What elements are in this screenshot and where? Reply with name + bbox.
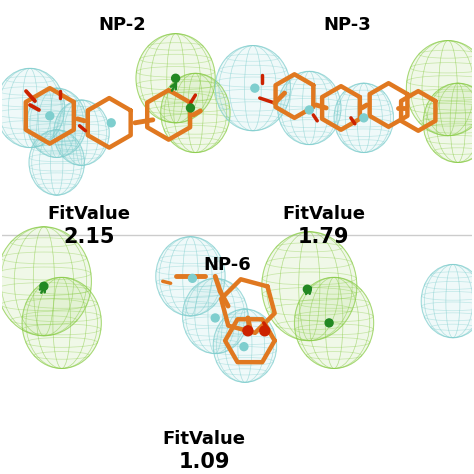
Text: 2.15: 2.15 [64, 227, 115, 247]
Ellipse shape [278, 71, 341, 145]
Circle shape [251, 84, 259, 92]
Ellipse shape [421, 264, 474, 338]
Circle shape [211, 314, 219, 322]
Circle shape [305, 106, 313, 114]
Circle shape [360, 114, 368, 122]
Circle shape [325, 319, 333, 327]
Ellipse shape [161, 73, 230, 153]
Circle shape [40, 283, 48, 290]
Ellipse shape [0, 68, 64, 147]
Circle shape [172, 74, 180, 82]
Ellipse shape [136, 34, 215, 123]
Circle shape [189, 274, 196, 283]
Ellipse shape [22, 277, 101, 368]
Ellipse shape [27, 88, 86, 157]
Circle shape [243, 326, 253, 336]
Text: NP-3: NP-3 [323, 17, 371, 35]
Ellipse shape [0, 227, 91, 336]
Circle shape [107, 119, 115, 127]
Ellipse shape [29, 130, 84, 195]
Text: NP-2: NP-2 [98, 17, 146, 35]
Text: 1.09: 1.09 [178, 452, 230, 473]
Ellipse shape [262, 232, 357, 341]
Circle shape [240, 343, 248, 351]
Ellipse shape [215, 46, 291, 131]
Circle shape [303, 285, 311, 293]
Text: FitValue: FitValue [47, 205, 131, 223]
Ellipse shape [213, 309, 277, 383]
Circle shape [186, 104, 194, 112]
Ellipse shape [334, 83, 393, 153]
Text: FitValue: FitValue [283, 205, 365, 223]
Ellipse shape [156, 237, 225, 316]
Ellipse shape [423, 83, 474, 163]
Ellipse shape [294, 277, 374, 368]
Text: 1.79: 1.79 [298, 227, 350, 247]
Circle shape [260, 326, 270, 336]
Ellipse shape [406, 41, 474, 136]
Text: NP-6: NP-6 [204, 256, 252, 274]
Circle shape [46, 112, 54, 120]
Ellipse shape [182, 278, 248, 354]
Text: FitValue: FitValue [163, 430, 246, 448]
Ellipse shape [54, 100, 109, 165]
